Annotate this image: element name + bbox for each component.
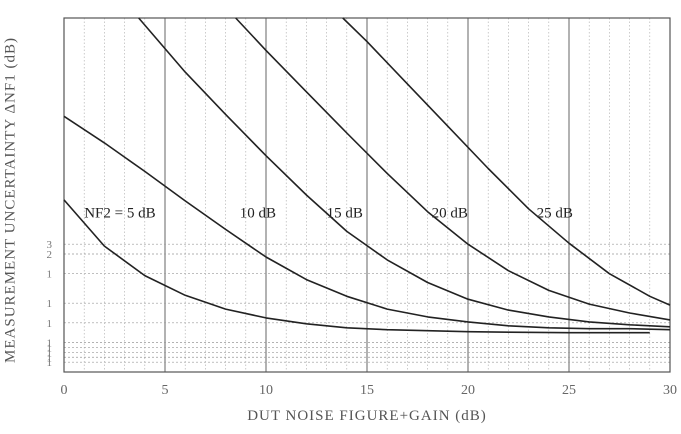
series-labels: NF2 = 5 dB 10 dB 15 dB 20 dB 25 dB [84,206,573,222]
x-tick-label: 20 [461,383,475,398]
grid [63,17,671,373]
series-line [63,115,671,331]
y-tick-label: 1 [47,357,53,369]
y-tick-label: 3 [47,239,53,251]
x-tick-label: 5 [162,383,169,398]
y-tick-label: 1 [47,269,53,281]
y-tick-label: 1 [47,318,53,330]
y-tick-label: 1 [47,342,53,354]
y-tick-label: 1 [47,338,53,350]
series-line [342,17,671,306]
series-label: 10 dB [240,206,276,222]
x-tick-label: 10 [259,383,273,398]
x-tick-label: 30 [663,383,677,398]
plot-frame [63,17,671,373]
x-tick-labels: 0 5 10 15 20 25 30 [61,383,678,398]
y-axis-label: MEASUREMENT UNCERTAINTY ΔNF1 (dB) [2,37,19,363]
x-tick-label: 15 [360,383,374,398]
series-line [235,17,671,321]
x-tick-label: 0 [61,383,68,398]
series-line [138,17,671,328]
series-lines [63,17,671,334]
x-tick-label: 25 [562,383,576,398]
y-tick-label: 1 [47,298,53,310]
x-axis-label: DUT NOISE FIGURE+GAIN (dB) [247,408,487,424]
y-tick-label: 1 [47,352,53,364]
y-tick-label: 2 [47,249,53,261]
series-label: 20 dB [432,206,468,222]
series-label: NF2 = 5 dB [84,206,155,222]
series-line [63,199,650,334]
y-tick-label: 1 [47,347,53,359]
series-label: 15 dB [327,206,363,222]
series-label: 25 dB [537,206,573,222]
